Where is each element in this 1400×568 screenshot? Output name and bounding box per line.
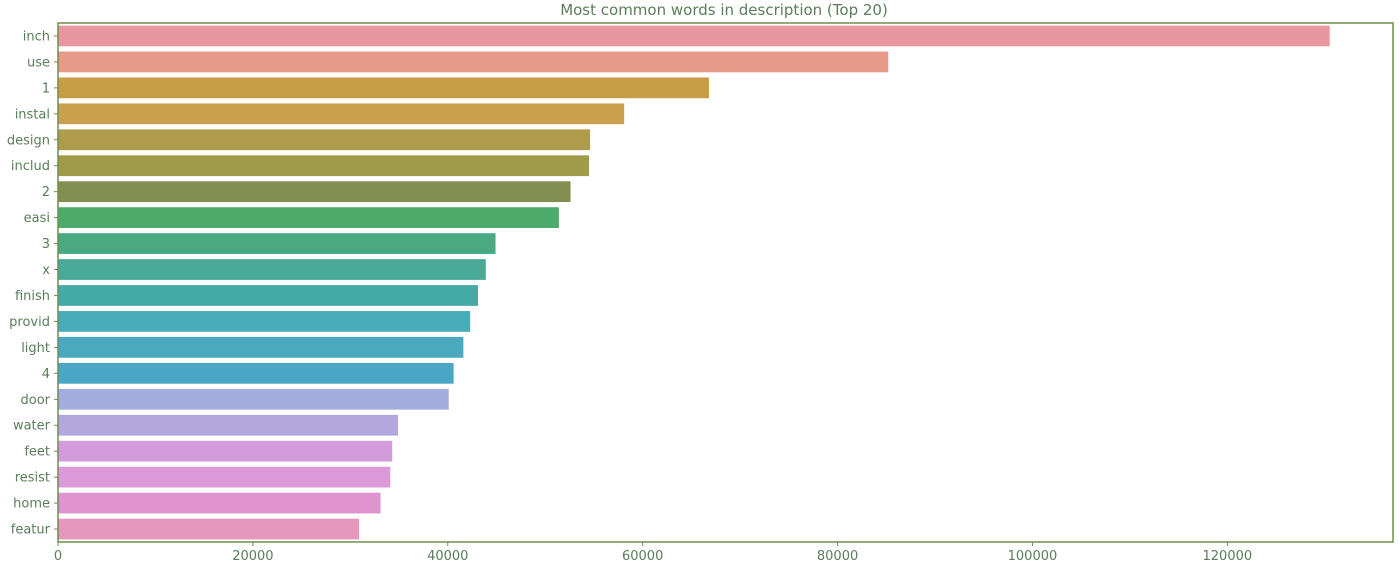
y-tick-label: home <box>13 497 50 512</box>
bar-design <box>58 129 591 151</box>
x-axis-ticks: 0 20000 40000 60000 80000 100000 120000 <box>54 542 1252 564</box>
y-tick-label: water <box>13 419 51 434</box>
bar-home <box>58 492 381 514</box>
bar-featur <box>58 518 360 540</box>
bar-instal <box>58 103 625 125</box>
y-tick-label: light <box>21 341 50 356</box>
y-tick-label: 3 <box>42 237 50 252</box>
bars-group <box>58 25 1330 540</box>
x-tick-label: 120000 <box>1203 549 1253 564</box>
y-tick-label: resist <box>15 471 50 486</box>
x-tick-label: 100000 <box>1008 549 1058 564</box>
y-tick-label: x <box>42 263 50 278</box>
bar-easi <box>58 207 559 229</box>
y-tick-label: 1 <box>42 81 50 96</box>
bar-use <box>58 51 889 73</box>
bar-x <box>58 259 486 280</box>
y-tick-label: use <box>27 55 50 70</box>
bar-door <box>58 388 449 410</box>
x-tick-label: 80000 <box>817 549 858 564</box>
y-tick-label: easi <box>24 211 50 226</box>
bar-includ <box>58 155 590 177</box>
y-tick-label: feet <box>24 445 50 460</box>
bar-feet <box>58 440 393 462</box>
bar-3 <box>58 233 496 254</box>
bar-light <box>58 336 464 358</box>
bar-water <box>58 414 399 436</box>
plot-frame <box>57 22 1394 543</box>
y-tick-label: featur <box>11 523 51 538</box>
y-axis-ticks: inch use 1 instal design includ 2 easi 3 x finish p… <box>7 29 58 538</box>
y-tick-label: 4 <box>42 367 50 382</box>
bar-4 <box>58 362 454 384</box>
y-tick-label: instal <box>15 107 50 122</box>
x-tick-label: 20000 <box>232 549 273 564</box>
y-tick-label: inch <box>23 29 50 44</box>
bar-2 <box>58 181 571 203</box>
bar-inch <box>58 25 1330 47</box>
bar-provid <box>58 311 471 332</box>
bar-1 <box>58 77 709 99</box>
y-tick-label: design <box>7 133 50 148</box>
y-tick-label: includ <box>11 159 50 174</box>
y-tick-label: finish <box>15 289 50 304</box>
y-tick-label: provid <box>9 315 50 330</box>
bar-resist <box>58 466 391 488</box>
bar-finish <box>58 285 478 306</box>
y-tick-label: door <box>20 393 50 408</box>
x-tick-label: 0 <box>54 549 62 564</box>
y-tick-label: 2 <box>42 185 50 200</box>
x-tick-label: 40000 <box>427 549 468 564</box>
chart-title: Most common words in description (Top 20… <box>560 1 888 19</box>
x-tick-label: 60000 <box>622 549 663 564</box>
